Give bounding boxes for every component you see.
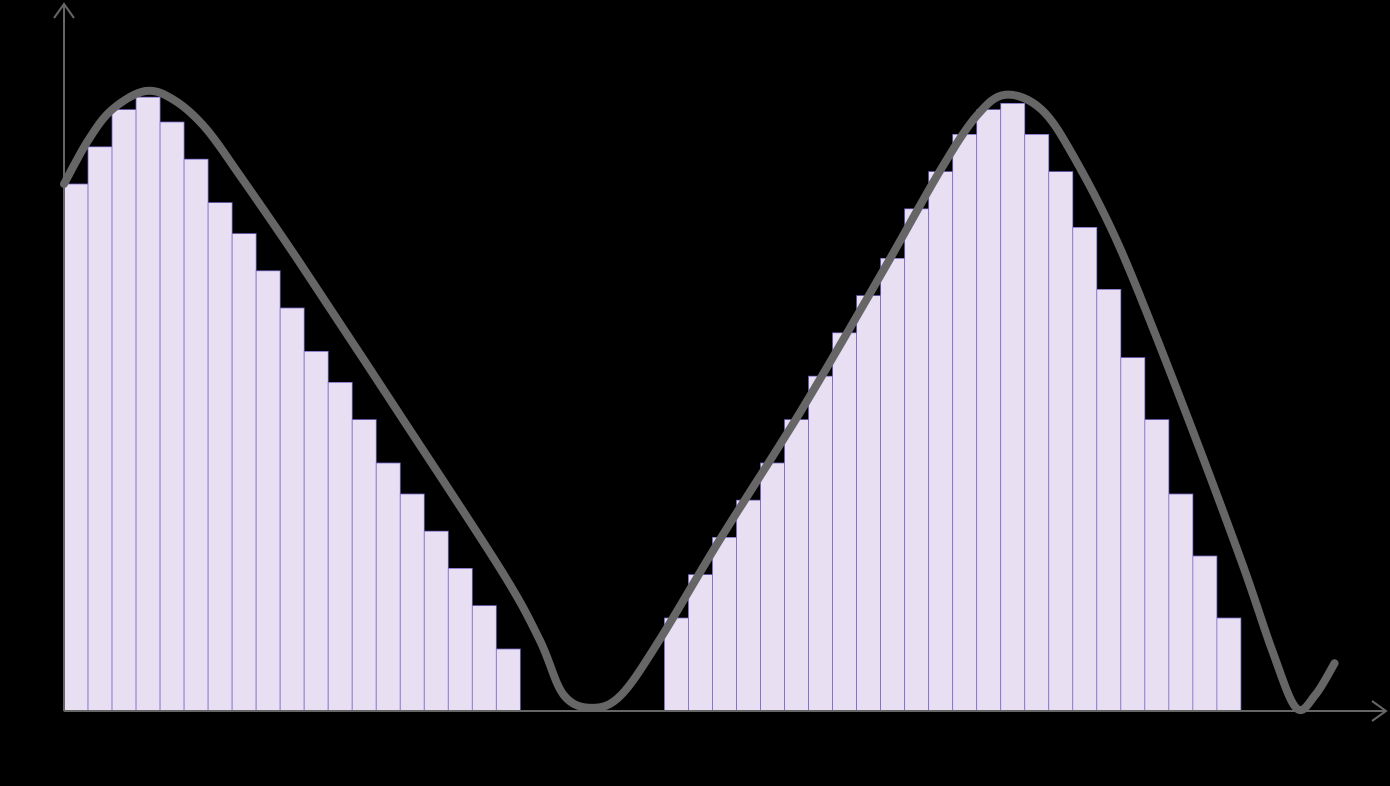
bar [255, 270, 281, 712]
bar [159, 121, 185, 712]
bar [880, 257, 906, 712]
bar [279, 307, 305, 712]
bar [1144, 419, 1170, 712]
bar [1024, 133, 1050, 712]
bar [808, 375, 833, 712]
curve [60, 86, 1339, 715]
bar [87, 146, 113, 712]
bar [375, 462, 401, 712]
bar [495, 648, 521, 712]
bar [423, 530, 449, 712]
bar [207, 202, 233, 712]
bar [303, 350, 329, 712]
bar [784, 419, 809, 712]
bar [976, 109, 1002, 712]
bar [1120, 357, 1146, 712]
bar [1048, 171, 1074, 712]
axes [53, 2, 1388, 722]
x-axis-arrow [1371, 700, 1388, 722]
bar [1096, 288, 1122, 712]
bar [712, 537, 737, 712]
bar [904, 208, 930, 712]
curve-layer [60, 86, 1339, 715]
bar [1000, 103, 1026, 712]
bar [135, 96, 161, 712]
bar [952, 133, 978, 712]
bar [1072, 226, 1098, 712]
bar [399, 493, 425, 712]
bar [832, 332, 858, 712]
bar [63, 183, 89, 712]
bar [447, 568, 473, 712]
bar [327, 381, 353, 712]
y-axis-arrow [53, 2, 75, 19]
bar [1192, 555, 1218, 712]
bar [231, 233, 257, 712]
bar [1216, 617, 1242, 712]
bars [63, 96, 1242, 712]
bar [183, 158, 209, 712]
bar [111, 109, 137, 712]
bar [760, 462, 785, 712]
bar [928, 171, 954, 712]
bar [1168, 493, 1194, 712]
bar [471, 605, 497, 712]
bar [688, 574, 713, 712]
bar [856, 295, 882, 712]
bar [736, 499, 761, 712]
bar [351, 419, 377, 712]
